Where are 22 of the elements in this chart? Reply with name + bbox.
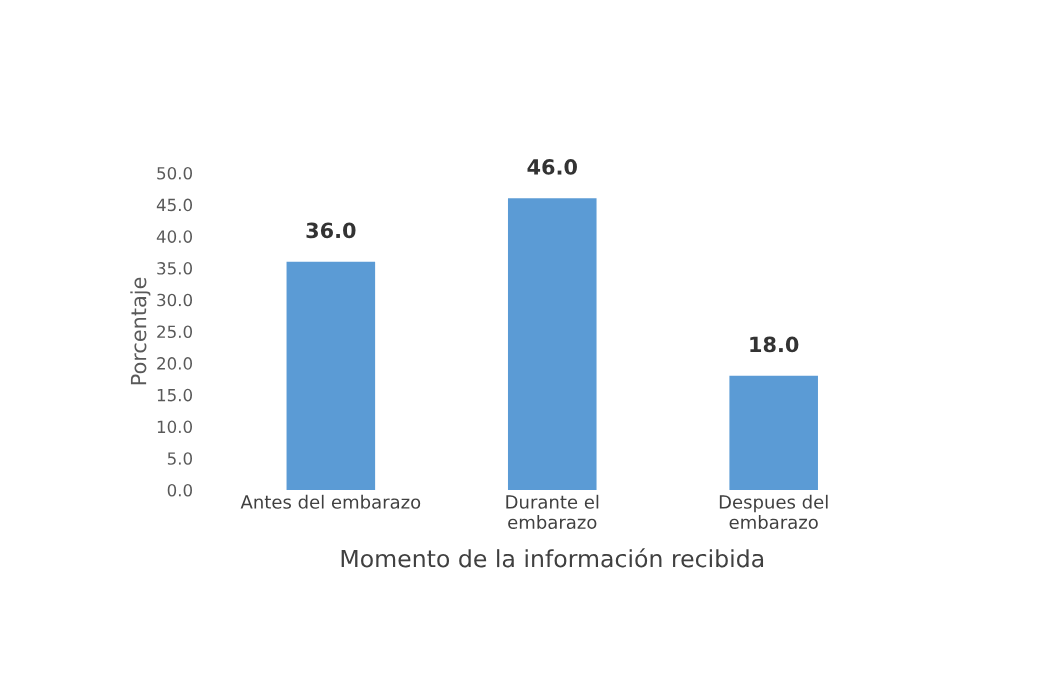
y-tick-label: 5.0 (167, 452, 193, 465)
y-tick-label: 45.0 (156, 198, 193, 212)
y-axis-title: Porcentaje (130, 277, 151, 385)
bar (286, 261, 376, 490)
y-tick-label: 10.0 (157, 420, 193, 434)
y-tick-label: 0.0 (167, 483, 193, 497)
data-label: 36.0 (306, 222, 356, 239)
x-tick-label: Antes del embarazo (240, 494, 421, 509)
x-axis-title: Momento de la información recibida (341, 548, 764, 568)
data-label: 46.0 (527, 159, 577, 175)
y-tick-label: 15.0 (157, 388, 193, 402)
y-tick-label: 20.0 (157, 357, 193, 370)
y-tick-label: 30.0 (157, 293, 193, 307)
x-tick-label: Despues del embarazo (719, 494, 828, 529)
y-tick-label: 40.0 (156, 230, 193, 243)
bar (507, 198, 597, 490)
bar (729, 375, 818, 490)
y-tick-label: 25.0 (157, 325, 193, 339)
y-tick-label: 35.0 (157, 262, 193, 275)
y-tick-label: 50.0 (157, 166, 193, 180)
x-tick-label: Durante el embarazo (506, 494, 599, 529)
data-label: 18.0 (750, 336, 799, 353)
